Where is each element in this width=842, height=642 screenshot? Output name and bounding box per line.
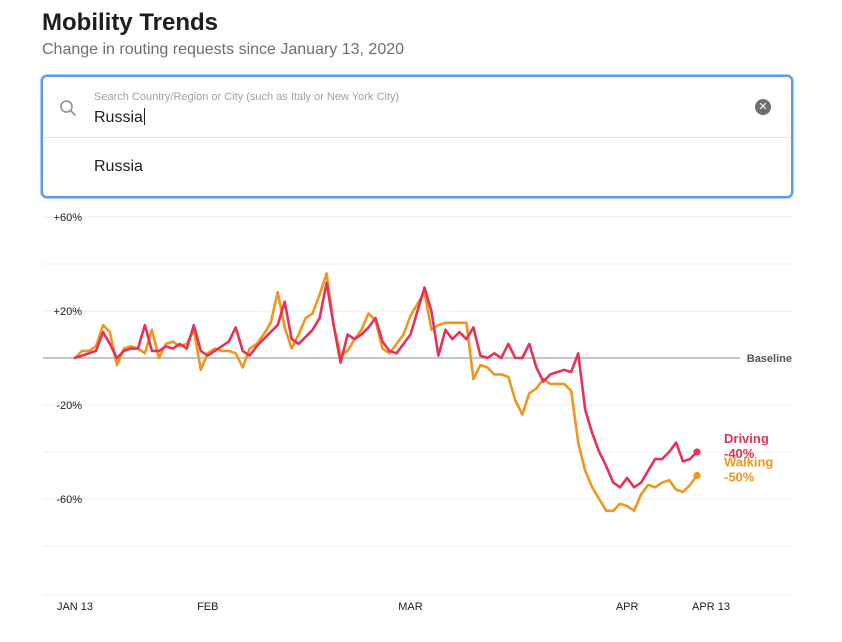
- clear-icon[interactable]: ✕: [755, 99, 771, 115]
- series-value-label: -40%: [724, 446, 755, 461]
- series-value-label: -50%: [724, 470, 755, 485]
- search-field[interactable]: Search Country/Region or City (such as I…: [43, 77, 791, 138]
- x-tick-label: FEB: [197, 601, 218, 613]
- y-tick-label: +20%: [54, 306, 83, 318]
- series-name-label: Driving: [724, 431, 769, 446]
- page-subtitle: Change in routing requests since January…: [42, 41, 405, 58]
- search-input-value: Russia: [94, 109, 143, 126]
- series-line-driving: [73, 281, 699, 489]
- y-tick-label: -20%: [56, 400, 82, 412]
- series-endpoint-driving: [693, 448, 701, 456]
- page-title: Mobility Trends: [42, 9, 219, 36]
- search-icon: [60, 100, 76, 116]
- x-tick-label: MAR: [398, 601, 423, 613]
- search-suggestion-label: Russia: [94, 158, 143, 175]
- y-tick-label: +60%: [54, 212, 83, 224]
- baseline-label: Baseline: [747, 353, 792, 365]
- series-name-label: Walking: [724, 455, 773, 470]
- search-suggestion-item[interactable]: Russia: [43, 138, 791, 194]
- y-tick-label: -60%: [56, 494, 82, 506]
- mobility-chart: Baseline +60% +20% -20% -60% JAN 13 FEB MAR APR A…: [43, 212, 792, 613]
- series-line-walking: [73, 272, 699, 513]
- search-placeholder: Search Country/Region or City (such as I…: [94, 91, 400, 103]
- series-endpoint-walking: [693, 471, 701, 480]
- text-caret: [143, 108, 145, 125]
- search-input[interactable]: Russia: [94, 108, 145, 127]
- x-tick-label: APR: [616, 601, 639, 613]
- x-tick-label: JAN 13: [57, 601, 93, 613]
- x-tick-label: APR 13: [692, 601, 730, 613]
- search-panel: Search Country/Region or City (such as I…: [41, 75, 793, 198]
